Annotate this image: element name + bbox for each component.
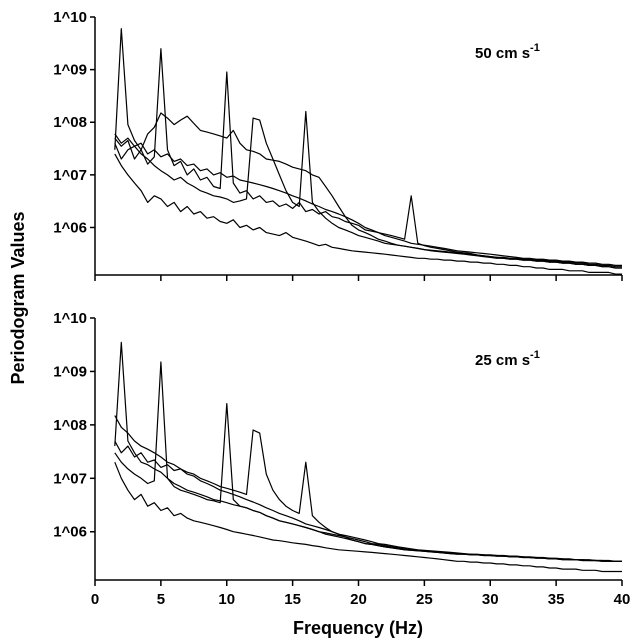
bottom-panel-series: [114, 341, 622, 573]
top-panel-x-ticks: [94, 275, 623, 281]
top-series-line-1: [114, 28, 622, 268]
bottom-x-tick-label: 0: [91, 591, 99, 608]
top-series-line-2: [114, 48, 622, 269]
bottom-panel-label-text: 25 cm s: [475, 352, 530, 369]
top-series-line-4: [114, 153, 622, 275]
top-y-tick-label: 1^07: [53, 167, 87, 184]
top-panel-label: 50 cm s-1: [475, 42, 540, 62]
bottom-series-line-3: [114, 415, 622, 562]
bottom-x-tick-label: 5: [157, 591, 165, 608]
bottom-series-line-2: [114, 361, 622, 562]
top-y-tick-label: 1^08: [53, 114, 87, 131]
bottom-panel: 1^06 1^07 1^08 1^09 1^10 0 5 10 15 20 25 30 35 40 25…: [53, 310, 630, 608]
bottom-series-line-5: [114, 440, 622, 562]
bottom-series-line-1: [114, 341, 622, 562]
top-y-tick-label: 1^09: [53, 62, 87, 79]
top-panel-label-superscript: -1: [530, 42, 540, 54]
bottom-x-tick-label: 25: [416, 591, 433, 608]
bottom-x-tick-label: 40: [614, 591, 631, 608]
top-y-tick-label: 1^10: [53, 9, 87, 26]
bottom-series-line-4: [114, 461, 622, 573]
bottom-y-tick-label: 1^07: [53, 470, 87, 487]
bottom-panel-label: 25 cm s-1: [475, 349, 540, 369]
bottom-y-tick-label: 1^08: [53, 417, 87, 434]
y-axis-title: Periodogram Values: [8, 211, 28, 384]
bottom-x-tick-label: 30: [482, 591, 499, 608]
bottom-panel-x-ticks: 0 5 10 15 20 25 30 35 40: [91, 580, 631, 608]
top-series-line-5: [114, 133, 622, 266]
top-panel: 1^06 1^07 1^08 1^09 1^10 50 cm s-1: [53, 9, 623, 281]
bottom-y-tick-label: 1^06: [53, 524, 87, 541]
top-y-tick-label: 1^06: [53, 219, 87, 236]
top-series-line-3: [114, 110, 622, 269]
bottom-y-tick-label: 1^10: [53, 310, 87, 327]
bottom-x-tick-label: 10: [218, 591, 235, 608]
bottom-x-tick-label: 20: [350, 591, 367, 608]
x-axis-title: Frequency (Hz): [293, 618, 423, 638]
top-panel-series: [114, 28, 622, 275]
bottom-y-tick-label: 1^09: [53, 363, 87, 380]
bottom-x-tick-label: 35: [548, 591, 565, 608]
top-panel-y-ticks: 1^06 1^07 1^08 1^09 1^10: [53, 9, 95, 236]
bottom-x-tick-label: 15: [284, 591, 301, 608]
top-panel-label-text: 50 cm s: [475, 45, 530, 62]
bottom-panel-label-superscript: -1: [530, 349, 540, 361]
bottom-panel-y-ticks: 1^06 1^07 1^08 1^09 1^10: [53, 310, 95, 541]
